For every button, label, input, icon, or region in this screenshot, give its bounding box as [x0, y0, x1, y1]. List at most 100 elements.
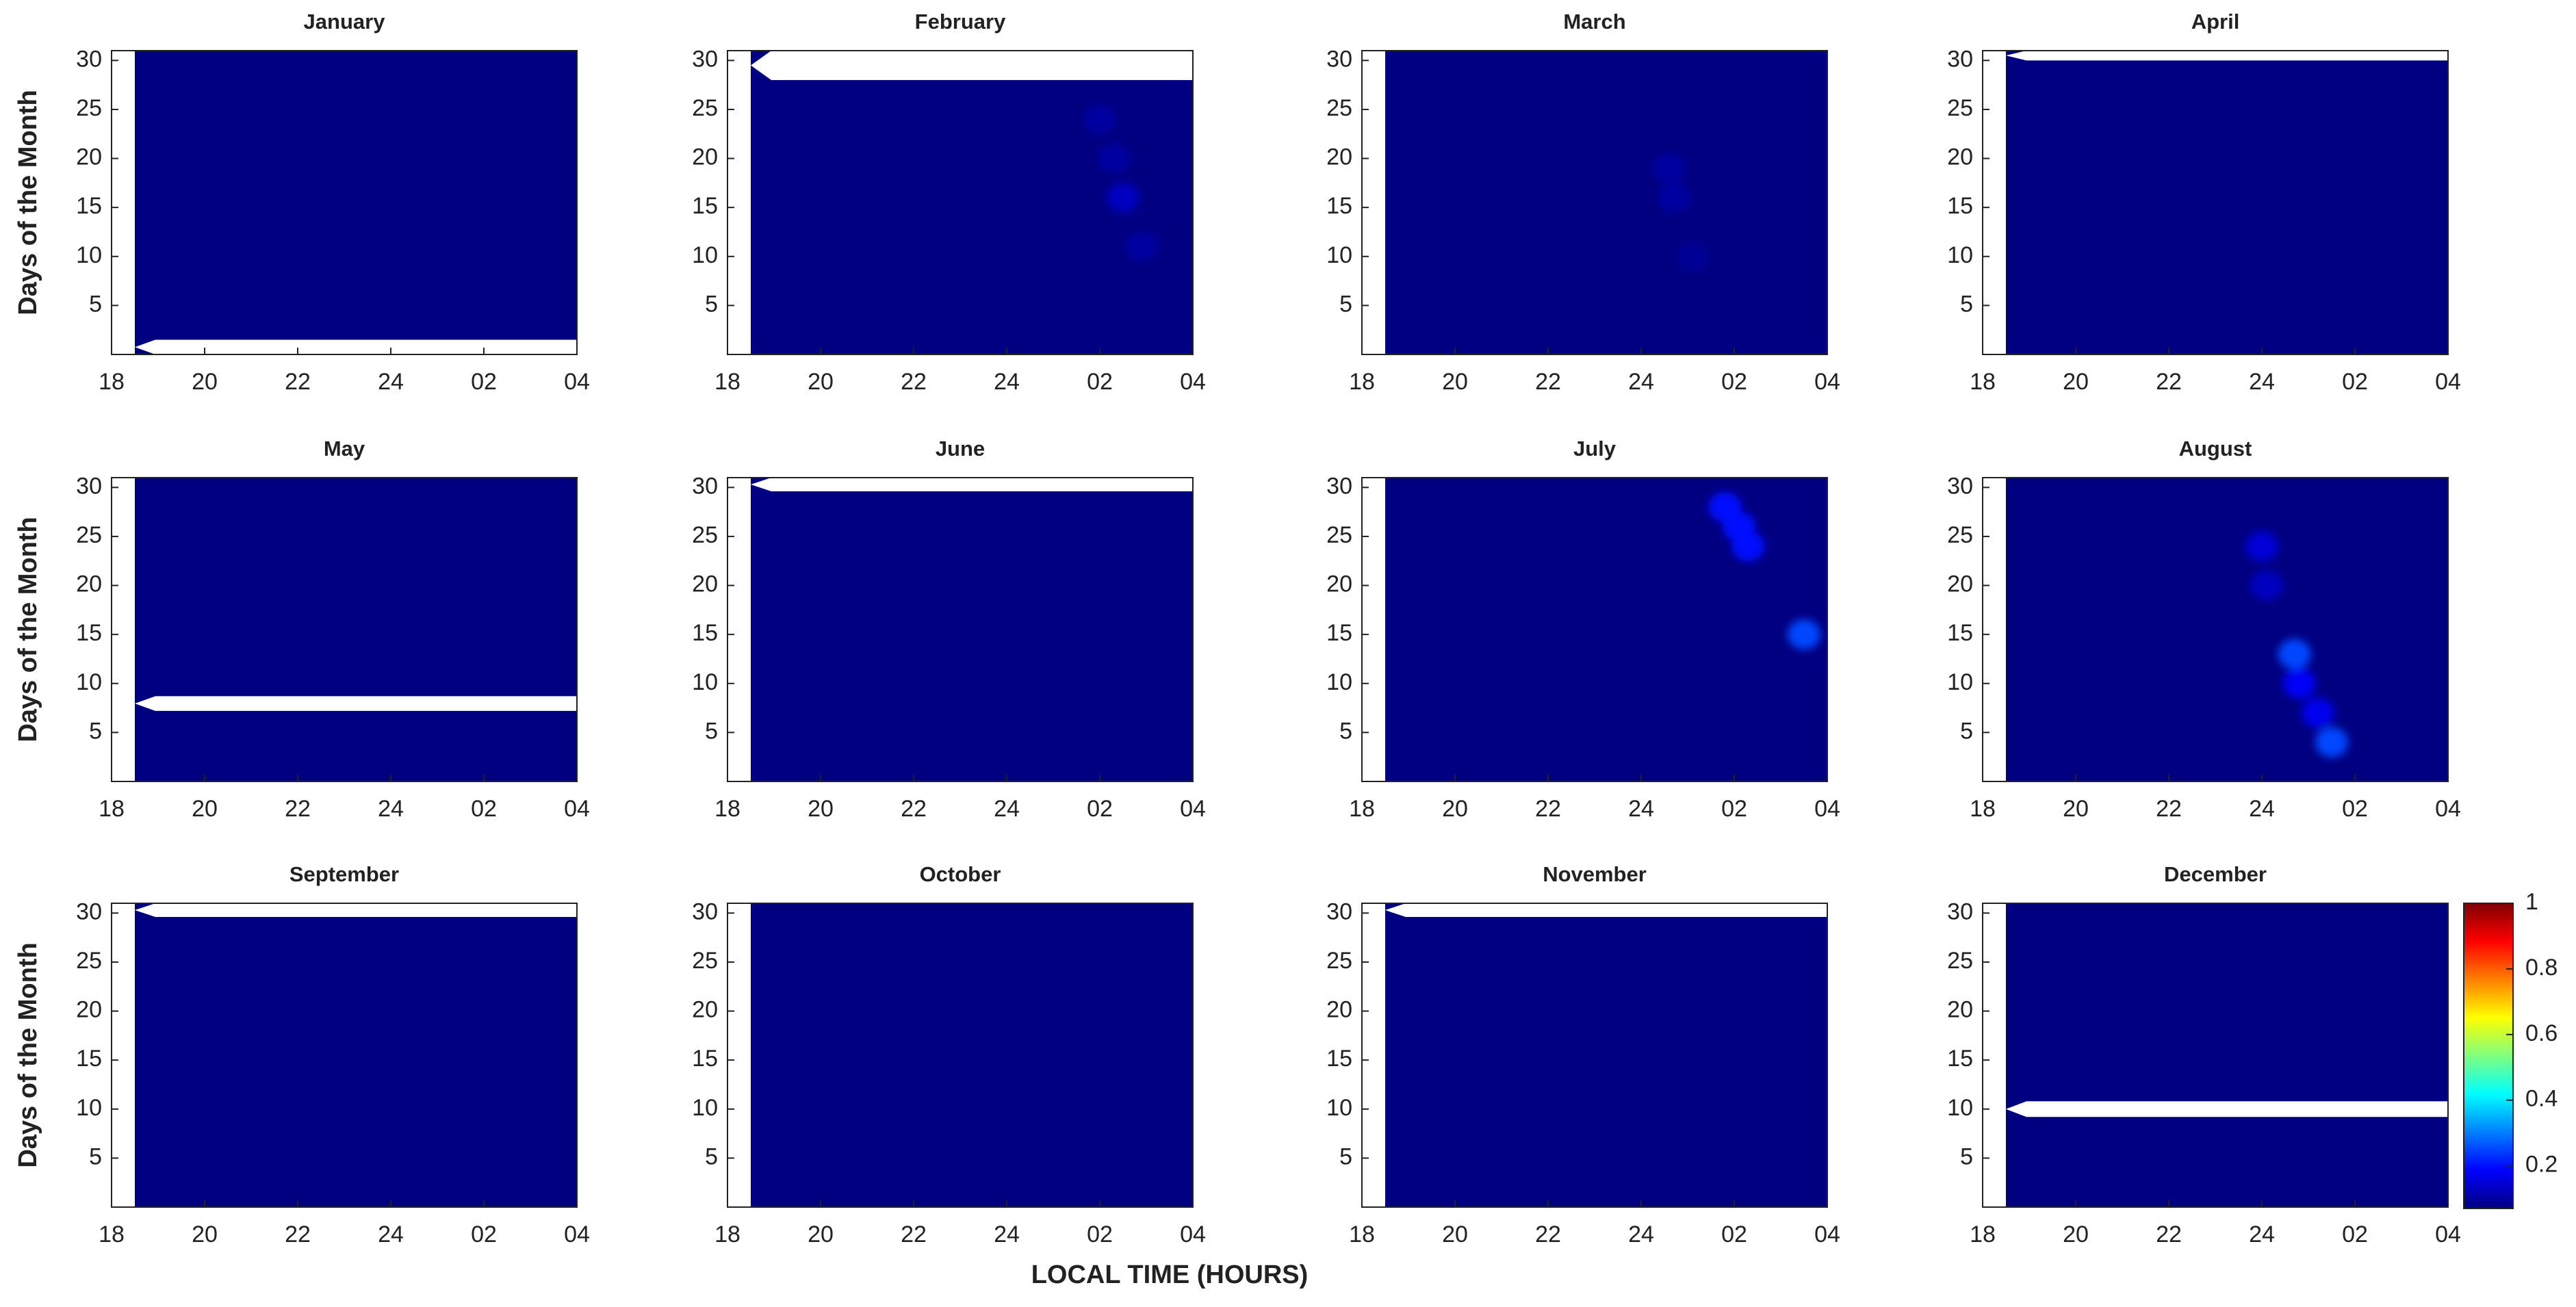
- x-tick-label: 22: [285, 796, 311, 822]
- hotspot: [1675, 241, 1709, 272]
- x-tick-label: 24: [2249, 1221, 2275, 1247]
- y-tick-label: 25: [76, 95, 102, 121]
- hotspot: [2250, 570, 2283, 601]
- plot-frame: [1982, 903, 2449, 1208]
- y-tick-label: 20: [692, 997, 718, 1023]
- colorbar-tick-label: 0.6: [2525, 1020, 2558, 1046]
- y-tick-label: 15: [1947, 1046, 1973, 1072]
- panel-title: January: [304, 10, 386, 34]
- x-tick-label: 24: [378, 1221, 404, 1247]
- plot-frame: [1982, 477, 2449, 782]
- panel-title: October: [920, 862, 1001, 886]
- x-tick-label: 18: [99, 1221, 125, 1247]
- x-tick-label: 24: [1628, 369, 1654, 395]
- y-tick-label: 5: [89, 1143, 102, 1169]
- x-tick-label: 22: [901, 796, 927, 822]
- panel-title: May: [324, 437, 365, 461]
- y-tick-label: 30: [1326, 473, 1352, 499]
- no-data-days: [2006, 51, 2448, 61]
- y-tick-label: 20: [692, 144, 718, 170]
- panel-title: September: [289, 862, 399, 886]
- y-tick-label: 30: [692, 898, 718, 924]
- x-tick-label: 18: [99, 796, 125, 822]
- y-tick-label: 25: [1326, 522, 1352, 548]
- y-tick-label: 20: [76, 144, 102, 170]
- hotspots: [2245, 531, 2348, 758]
- y-tick-label: 30: [1947, 898, 1973, 924]
- x-tick-label: 20: [2063, 1221, 2089, 1247]
- contour-background: [112, 478, 577, 781]
- y-tick-label: 5: [705, 291, 718, 317]
- y-tick-label: 10: [692, 1095, 718, 1121]
- hotspot: [2278, 638, 2311, 669]
- no-data-days: [751, 51, 1193, 80]
- x-tick-label: 04: [2435, 369, 2461, 395]
- y-tick-label: 5: [89, 718, 102, 744]
- no-data-days: [135, 339, 577, 354]
- y-tick-label: 20: [1326, 144, 1352, 170]
- no-data-hours: [112, 903, 135, 1207]
- x-tick-label: 22: [901, 369, 927, 395]
- y-tick-label: 15: [1947, 193, 1973, 219]
- x-tick-label: 04: [1814, 369, 1840, 395]
- plot-frame: [727, 50, 1194, 355]
- colorbar-tick-label: 0.8: [2525, 955, 2558, 981]
- y-tick-label: 15: [692, 193, 718, 219]
- x-tick-label: 18: [1349, 369, 1375, 395]
- y-tick-label: 5: [1339, 1143, 1352, 1169]
- hotspot: [1731, 531, 1765, 562]
- y-tick-label: 30: [76, 898, 102, 924]
- x-tick-label: 20: [1442, 1221, 1468, 1247]
- contour-background: [1362, 51, 1827, 354]
- no-data-hours: [1362, 51, 1385, 354]
- x-tick-label: 20: [2063, 796, 2089, 822]
- contour-background: [112, 903, 577, 1207]
- no-data-hours: [112, 478, 135, 781]
- x-tick-label: 20: [2063, 369, 2089, 395]
- no-data-hours: [727, 51, 751, 354]
- y-tick-label: 25: [692, 948, 718, 974]
- hotspots: [1708, 491, 1820, 650]
- x-tick-label: 24: [994, 1221, 1020, 1247]
- y-tick-label: 20: [1326, 571, 1352, 597]
- y-tick-label: 25: [692, 522, 718, 548]
- y-tick-label: 10: [1947, 242, 1973, 268]
- x-tick-label: 22: [2156, 796, 2182, 822]
- y-tick-label: 5: [89, 291, 102, 317]
- x-tick-label: 02: [1721, 796, 1747, 822]
- y-tick-label: 10: [76, 242, 102, 268]
- plot-frame: [727, 903, 1194, 1208]
- panel-title: November: [1543, 862, 1647, 886]
- x-tick-label: 22: [2156, 369, 2182, 395]
- contour-background: [1362, 478, 1827, 781]
- colorbar-tick-label: 0.4: [2525, 1086, 2558, 1112]
- x-tick-label: 24: [994, 796, 1020, 822]
- plot-frame: [111, 50, 578, 355]
- x-tick-label: 02: [1087, 796, 1113, 822]
- y-tick-label: 30: [1947, 46, 1973, 72]
- x-tick-label: 20: [192, 369, 218, 395]
- x-tick-label: 24: [2249, 796, 2275, 822]
- no-data-hours: [727, 903, 751, 1207]
- y-tick-label: 15: [76, 193, 102, 219]
- y-tick-label: 20: [1947, 571, 1973, 597]
- hotspot: [1125, 231, 1159, 262]
- x-tick-label: 04: [1814, 796, 1840, 822]
- x-tick-label: 02: [2342, 1221, 2368, 1247]
- y-tick-label: 15: [692, 620, 718, 646]
- no-data-hours: [1362, 478, 1385, 781]
- y-tick-label: 15: [76, 620, 102, 646]
- contour-background: [1362, 903, 1827, 1207]
- x-tick-label: 24: [1628, 796, 1654, 822]
- no-data-days: [751, 478, 1193, 492]
- y-axis-label: Days of the Month: [14, 517, 42, 742]
- x-tick-label: 04: [2435, 796, 2461, 822]
- x-tick-label: 24: [378, 369, 404, 395]
- no-data-hours: [1362, 903, 1385, 1207]
- y-tick-label: 10: [1326, 669, 1352, 695]
- x-tick-label: 04: [1180, 1221, 1206, 1247]
- x-tick-label: 20: [808, 1221, 834, 1247]
- contour-background: [727, 903, 1193, 1207]
- x-tick-label: 22: [1535, 796, 1561, 822]
- y-tick-label: 10: [76, 669, 102, 695]
